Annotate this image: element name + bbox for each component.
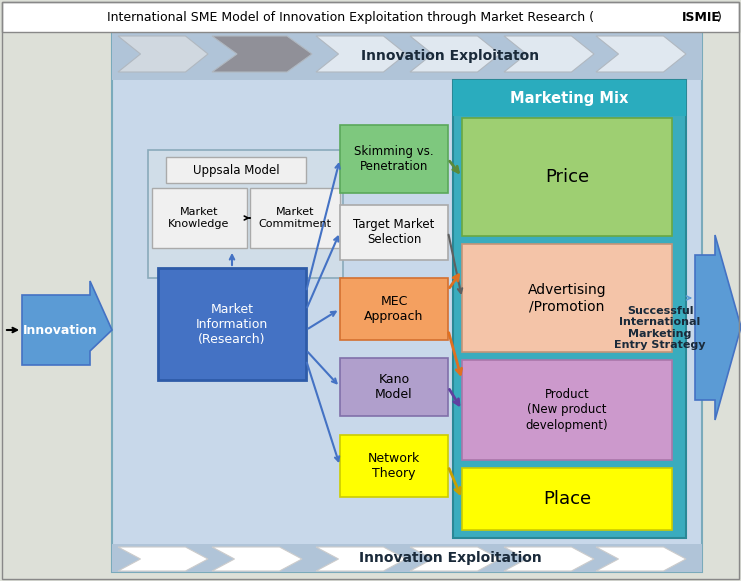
Text: Product
(New product
development): Product (New product development) [525,389,608,432]
Polygon shape [22,281,112,365]
Text: ): ) [717,10,722,23]
Text: Price: Price [545,168,589,186]
Text: MEC
Approach: MEC Approach [365,295,424,323]
Bar [340,278,448,340]
Text: Advertising
/Promotion: Advertising /Promotion [528,283,606,313]
Text: Skimming vs.
Penetration: Skimming vs. Penetration [354,145,433,173]
Text: Market
Knowledge: Market Knowledge [168,207,230,229]
Polygon shape [410,547,500,571]
Text: Uppsala Model: Uppsala Model [193,163,279,177]
Polygon shape [316,36,406,72]
Bar [250,188,340,248]
Bar [462,244,672,352]
Polygon shape [118,547,208,571]
Text: Innovation Exploitaton: Innovation Exploitaton [361,49,539,63]
Text: Market
Commitment: Market Commitment [259,207,331,229]
Text: Successful
International
Marketing
Entry Strategy: Successful International Marketing Entry… [614,306,705,350]
Polygon shape [504,547,594,571]
Polygon shape [212,547,302,571]
Bar [462,468,672,530]
Text: Target Market
Selection: Target Market Selection [353,218,435,246]
Bar [152,188,247,248]
Bar [453,80,686,116]
Bar [340,435,448,497]
Bar [166,157,306,183]
Text: Marketing Mix: Marketing Mix [510,91,628,106]
Bar [340,125,448,193]
Bar [112,544,702,572]
Bar [2,2,739,32]
Polygon shape [695,235,741,420]
Text: Innovation Exploitation: Innovation Exploitation [359,551,542,565]
Bar [462,118,672,236]
Bar [340,358,448,416]
Bar [340,205,448,260]
Text: Place: Place [543,490,591,508]
Polygon shape [596,36,686,72]
Polygon shape [504,36,594,72]
Bar [158,268,306,380]
Polygon shape [596,547,686,571]
Text: Innovation: Innovation [23,324,97,336]
Text: ISMIE: ISMIE [682,10,721,23]
Bar [112,32,702,80]
Bar [453,80,686,538]
Polygon shape [316,547,406,571]
Text: International SME Model of Innovation Exploitation through Market Research (: International SME Model of Innovation Ex… [107,10,594,23]
Text: Network
Theory: Network Theory [368,452,420,480]
Polygon shape [118,36,208,72]
Text: Kano
Model: Kano Model [375,373,413,401]
Text: Market
Information
(Research): Market Information (Research) [196,303,268,346]
Polygon shape [410,36,500,72]
Bar [148,150,343,278]
Bar [462,360,672,460]
Bar [112,32,702,572]
Polygon shape [212,36,312,72]
